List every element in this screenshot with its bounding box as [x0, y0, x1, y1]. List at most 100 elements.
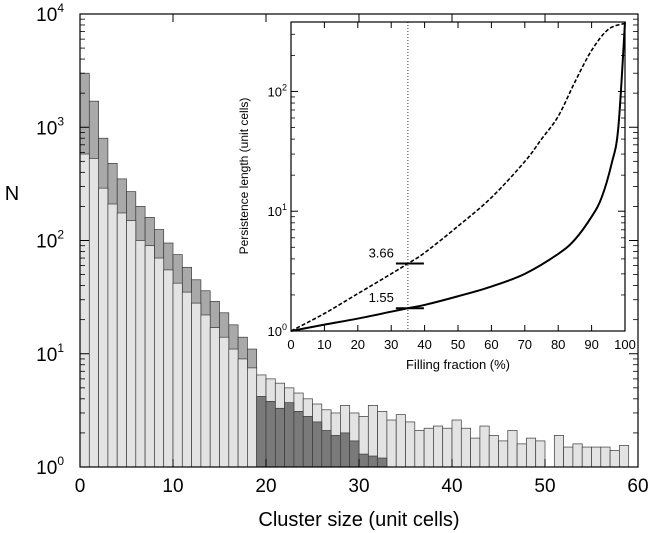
inset-y-tick-label: 102 [268, 82, 287, 99]
histogram-bar [163, 269, 174, 468]
histogram-bar [237, 358, 248, 468]
main-y-tick-labels: 100 101 102 103 104 [36, 1, 64, 479]
y-tick-label: 104 [36, 1, 64, 26]
histogram-bar [516, 443, 527, 468]
histogram-bar [479, 425, 490, 468]
histogram-bar [349, 440, 360, 468]
inset-background [291, 22, 625, 331]
histogram-bar [563, 446, 574, 468]
histogram-bar [219, 336, 230, 468]
histogram-bar [107, 203, 118, 468]
histogram-bar [451, 419, 462, 468]
histogram-bar [265, 400, 276, 468]
histogram-bar [293, 411, 304, 468]
y-tick-label: 103 [36, 114, 64, 139]
histogram-bar [619, 445, 630, 468]
histogram-bar [367, 455, 378, 468]
histogram-bar [553, 435, 564, 468]
histogram-bar [144, 245, 155, 468]
y-tick-label: 100 [36, 454, 64, 479]
inset-dashed-series-line [290, 22, 626, 332]
histogram-bar [414, 430, 425, 468]
histogram-bar [284, 402, 295, 468]
main-x-axis-label: Cluster size (unit cells) [258, 509, 459, 531]
histogram-bar [405, 421, 416, 468]
histogram-bar [488, 435, 499, 468]
inset-x-tick-label: 20 [351, 337, 365, 352]
histogram-bar [154, 257, 165, 468]
y-tick-label: 102 [36, 228, 64, 253]
x-tick-label: 20 [255, 476, 276, 497]
histogram-bar [209, 327, 220, 468]
y-tick-label: 101 [36, 341, 64, 366]
histogram-bar [181, 291, 192, 468]
inset-x-tick-label: 70 [518, 337, 532, 352]
value-annotation: 3.66 [369, 246, 394, 261]
histogram-bar [302, 416, 313, 468]
main-axis-ticks [79, 13, 639, 468]
histogram-bar [200, 314, 211, 468]
inset-x-tick-label: 90 [584, 337, 598, 352]
value-annotation: 1.55 [369, 290, 394, 305]
inset-axis-ticks [290, 22, 626, 332]
inset-x-tick-label: 100 [614, 337, 636, 352]
histogram-bar [256, 396, 267, 468]
inset-x-tick-label: 50 [451, 337, 465, 352]
inset-x-tick-label: 40 [417, 337, 431, 352]
histogram-bar [88, 158, 99, 468]
inset-x-tick-label: 30 [384, 337, 398, 352]
inset-y-tick-label: 101 [268, 202, 287, 219]
histogram-bar [433, 425, 444, 468]
main-y-axis-label: N [5, 183, 19, 205]
histogram-bar [386, 419, 397, 468]
inset-chart: 3.661.55 0 10 20 30 40 50 60 70 80 90 100 10010110… [237, 21, 636, 372]
histogram-bar [507, 430, 518, 468]
histogram-bar [116, 212, 127, 468]
inset-x-tick-label: 0 [287, 337, 294, 352]
histogram-bar [228, 348, 239, 468]
histogram-bar [395, 414, 406, 468]
inset-y-tick-labels: 100 101 102 [268, 82, 287, 339]
histogram-bar [423, 427, 434, 468]
histogram-bar [600, 446, 611, 468]
inset-x-tick-labels: 0 10 20 30 40 50 60 70 80 90 100 [287, 337, 635, 352]
x-tick-label: 10 [162, 476, 183, 497]
histogram-bar [591, 446, 602, 468]
histogram-bar [526, 437, 537, 468]
main-histogram-bars [79, 72, 630, 468]
histogram-bar [330, 435, 341, 468]
x-tick-label: 30 [348, 476, 369, 497]
histogram-bar [442, 427, 453, 468]
inset-value-markers: 3.66 1.55 [369, 246, 424, 310]
histogram-bar [581, 446, 592, 468]
histogram-bar [377, 457, 388, 468]
inset-x-tick-label: 10 [317, 337, 331, 352]
histogram-bar [79, 153, 90, 468]
histogram-bar [609, 450, 620, 468]
histogram-bar [274, 407, 285, 468]
histogram-bar [126, 220, 137, 468]
histogram-bar [312, 421, 323, 468]
histogram-bar [247, 367, 258, 468]
inset-solid-series-line [290, 21, 626, 332]
histogram-bar [135, 240, 146, 468]
inset-x-tick-label: 80 [551, 337, 565, 352]
histogram-bar [470, 437, 481, 468]
x-tick-label: 40 [441, 476, 462, 497]
x-tick-label: 60 [627, 476, 648, 497]
inset-x-tick-label: 60 [484, 337, 498, 352]
x-tick-label: 50 [534, 476, 555, 497]
histogram-bar [498, 440, 509, 468]
histogram-bar [535, 440, 546, 468]
inset-y-axis-label: Persistence length (unit cells) [237, 98, 251, 255]
histogram-bar [321, 430, 332, 468]
histogram-bar [460, 427, 471, 468]
histogram-bar [98, 187, 109, 468]
x-tick-label: 0 [75, 476, 86, 497]
histogram-bar [358, 453, 369, 468]
main-x-tick-labels: 0 10 20 30 40 50 60 [75, 476, 649, 497]
inset-y-tick-label: 100 [268, 322, 287, 339]
histogram-bar [172, 282, 183, 468]
